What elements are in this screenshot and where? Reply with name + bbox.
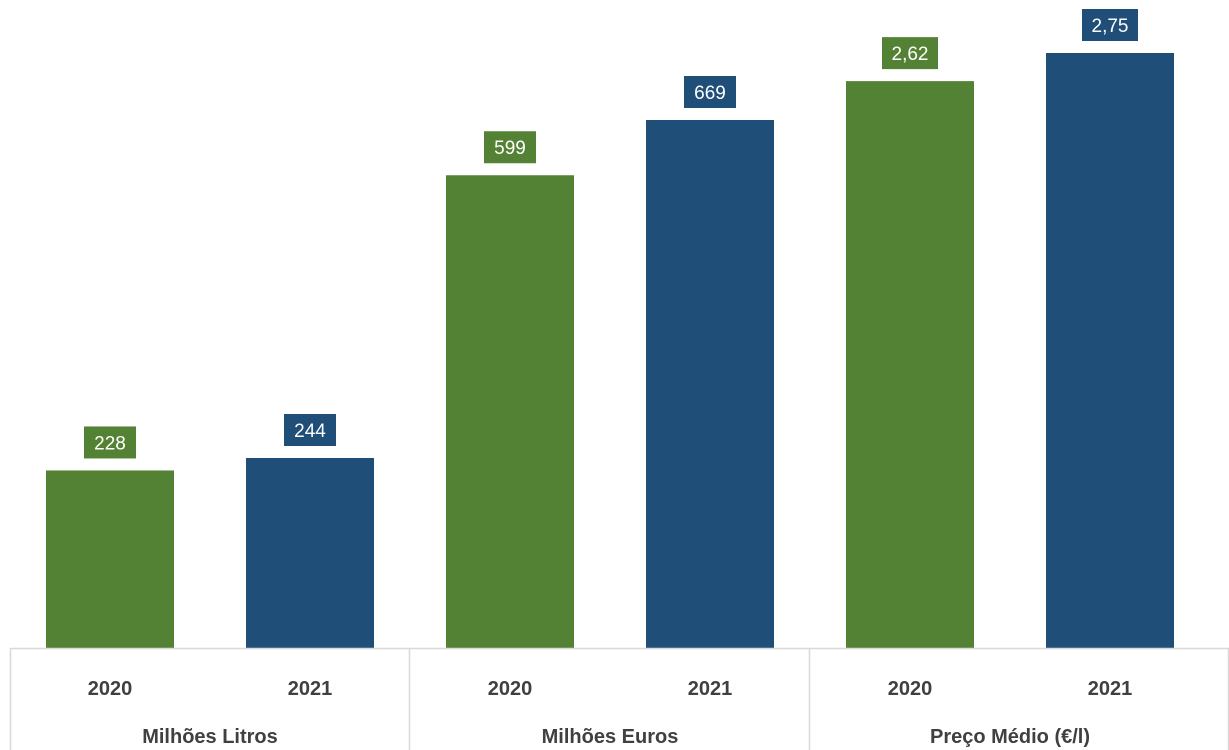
bar-2-2020 xyxy=(846,81,974,649)
x-tick-label: 2020 xyxy=(888,678,933,700)
data-label-box xyxy=(484,131,536,164)
data-label: 2,62 xyxy=(892,44,929,65)
data-label: 244 xyxy=(294,421,326,442)
group-label: Milhões Euros xyxy=(542,726,679,748)
bar-2-2021 xyxy=(1046,53,1174,648)
data-label-box xyxy=(684,76,736,108)
x-tick-label: 2021 xyxy=(688,678,733,700)
data-label: 2,75 xyxy=(1092,16,1129,37)
data-label-box xyxy=(1082,9,1138,41)
bar-1-2020 xyxy=(446,175,574,648)
x-tick-label: 2020 xyxy=(488,678,533,700)
x-tick-label: 2020 xyxy=(88,678,133,700)
x-tick-label: 2021 xyxy=(1088,678,1133,700)
bar-0-2021 xyxy=(246,458,374,648)
data-label: 599 xyxy=(494,138,526,159)
data-label-box xyxy=(284,414,336,446)
bar-1-2021 xyxy=(646,120,774,648)
x-tick-label: 2021 xyxy=(288,678,333,700)
group-label: Milhões Litros xyxy=(142,726,278,748)
data-label-box xyxy=(84,426,136,459)
bar-0-2020 xyxy=(46,470,174,648)
data-label: 669 xyxy=(694,83,726,104)
data-label-box xyxy=(882,37,938,70)
data-label: 228 xyxy=(94,433,126,454)
group-label: Preço Médio (€/l) xyxy=(930,726,1090,748)
